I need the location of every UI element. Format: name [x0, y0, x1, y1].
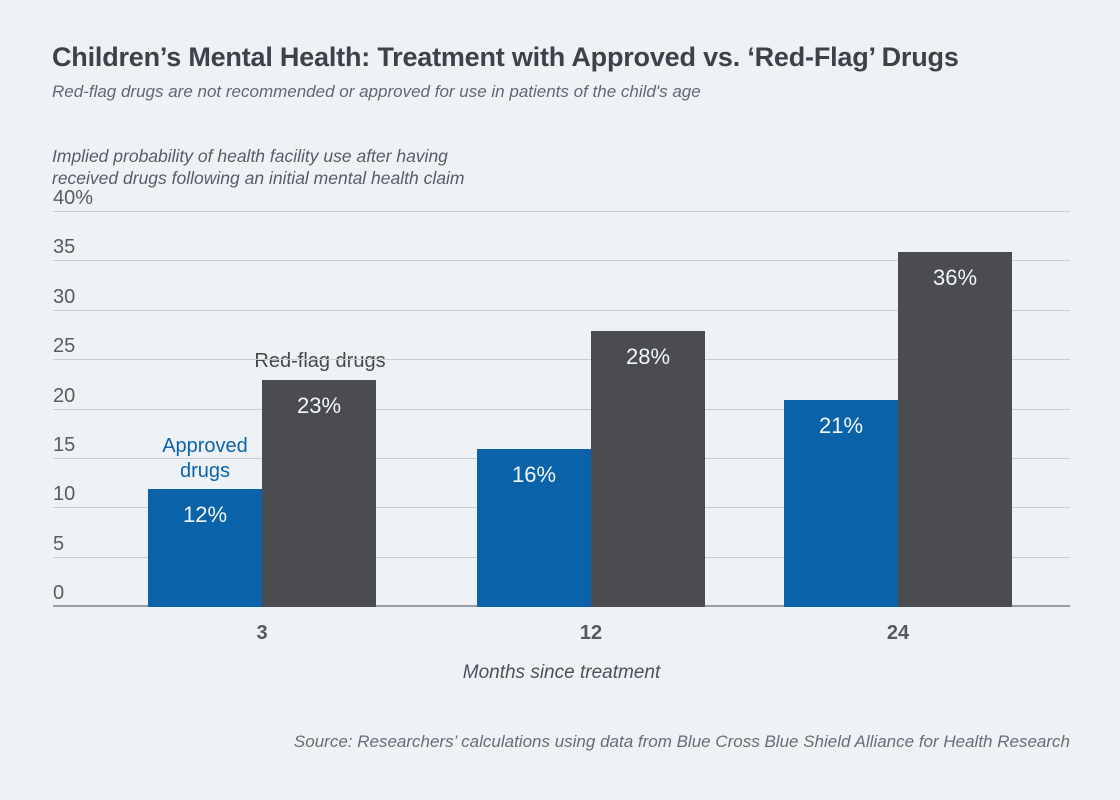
x-tick-label-3: 3 [256, 622, 268, 644]
bar-approved-drugs-3-months: 12% [148, 488, 262, 607]
y-tick-label-35: 35 [53, 236, 76, 259]
chart-subtitle: Red-flag drugs are not recommended or ap… [52, 82, 701, 101]
bar-approved-drugs-24-months: 21% [784, 399, 898, 607]
gridline-35 [53, 260, 1070, 262]
gridline-25 [53, 359, 1070, 361]
y-tick-label-5: 5 [53, 532, 65, 555]
gridline-30 [53, 309, 1070, 311]
series-label-approved-drugs: Approved drugs [162, 435, 248, 482]
source-note: Source: Researchers’ calculations using … [293, 732, 1070, 751]
bar-approved-drugs-12-months: 16% [477, 449, 591, 607]
y-tick-label-25: 25 [53, 335, 76, 358]
y-tick-label-20: 20 [53, 384, 76, 407]
x-axis-title: Months since treatment [462, 662, 661, 683]
series-label-red-flag-drugs: Red-flag drugs [254, 350, 386, 372]
chart-title: Children’s Mental Health: Treatment with… [52, 42, 959, 72]
y-tick-label-15: 15 [53, 433, 76, 456]
bar-value-label: 12% [182, 501, 228, 527]
gridline-20 [53, 408, 1070, 410]
bar-value-label: 23% [296, 392, 342, 418]
bar-value-label: 28% [625, 343, 671, 369]
bar-value-label: 16% [511, 462, 557, 487]
bar-red-flag-drugs-12-months: 28% [591, 330, 705, 607]
bar-red-flag-drugs-24-months: 36% [898, 251, 1012, 607]
bar-red-flag-drugs-3-months: 23% [262, 379, 376, 607]
x-tick-label-12: 12 [579, 622, 603, 644]
y-tick-label-40: 40% [53, 187, 94, 209]
x-tick-label-24: 24 [886, 622, 910, 644]
y-axis-note: Implied probability of health facility u… [52, 146, 465, 188]
y-tick-label-10: 10 [53, 483, 76, 506]
bar-value-label: 21% [818, 412, 864, 438]
bar-value-label: 36% [932, 264, 978, 290]
gridline-40 [53, 211, 1070, 212]
y-tick-label-30: 30 [53, 285, 76, 308]
y-tick-label-0: 0 [53, 582, 65, 604]
plot-area: Approved drugs Red-flag drugs 40% 35 30 25 2… [53, 188, 1070, 607]
